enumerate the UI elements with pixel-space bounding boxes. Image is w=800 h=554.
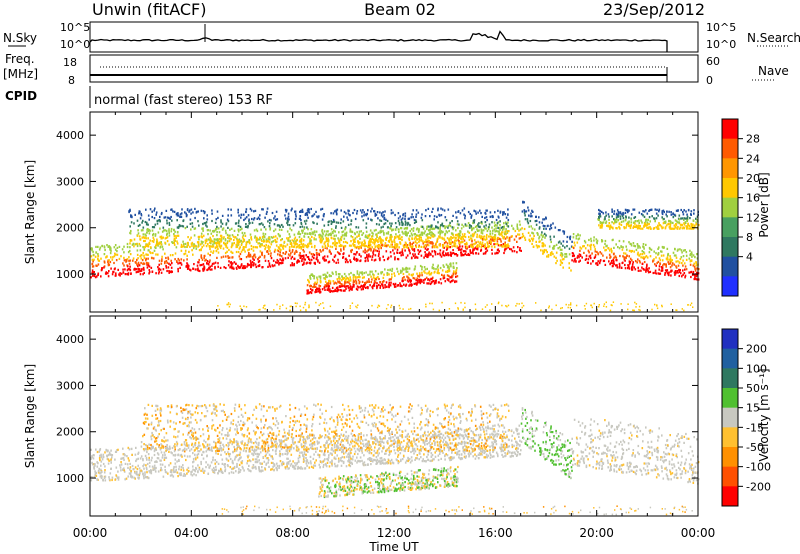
freq-tick-top: 18 [63, 56, 77, 69]
nsky-panel [89, 21, 699, 53]
colorbar-tick-cb-power-2: 20 [746, 172, 760, 185]
nave-label: Nave [758, 64, 789, 78]
colorbar-tick-cb-power-6: 4 [746, 251, 753, 264]
colorbar-tick-cb-vel-3: 15 [746, 402, 760, 415]
ytick-power-1000: 1000 [56, 268, 84, 281]
freq-label: Freq. [5, 52, 35, 66]
nsky-tick-top: 10^5 [60, 21, 90, 34]
xtick-6: 00:00 [681, 526, 716, 540]
ytick-power-4000: 4000 [56, 129, 84, 142]
freq-tick-bottom: 8 [68, 74, 75, 87]
xtick-3: 12:00 [377, 526, 412, 540]
colorbar-tick-cb-power-4: 12 [746, 211, 760, 224]
nave-tick-bottom: 0 [706, 74, 713, 87]
ytick-vel-4000: 4000 [56, 333, 84, 346]
colorbar-tick-cb-vel-1: 100 [746, 362, 767, 375]
ytick-power-2000: 2000 [56, 222, 84, 235]
power-colorbar: 28 24 20 16 12 8 4 [721, 118, 760, 297]
power-heatmap [90, 200, 700, 312]
nsky-tick-bottom: 10^0 [60, 38, 90, 51]
xtick-1: 04:00 [174, 526, 209, 540]
nsearch-label: N.Search [747, 31, 800, 45]
cpid-text: normal (fast stereo) 153 RF [94, 93, 273, 108]
beam-title: Beam 02 [364, 0, 436, 19]
ytick-power-3000: 3000 [56, 175, 84, 188]
colorbar-tick-cb-vel-7: -200 [746, 480, 771, 493]
colorbar-tick-cb-vel-6: -100 [746, 461, 771, 474]
colorbar-tick-cb-power-1: 24 [746, 152, 760, 165]
ytick-vel-3000: 3000 [56, 379, 84, 392]
colorbar-tick-cb-power-5: 8 [746, 231, 753, 244]
xtick-0: 00:00 [73, 526, 108, 540]
xtick-5: 20:00 [579, 526, 614, 540]
velocity-heatmap [90, 403, 700, 516]
colorbar-tick-cb-power-3: 16 [746, 192, 760, 205]
colorbar-tick-cb-vel-0: 200 [746, 343, 767, 356]
ylabel-power: Slant Range [km] [23, 160, 37, 264]
ytick-vel-1000: 1000 [56, 472, 84, 485]
xtick-4: 16:00 [478, 526, 513, 540]
colorbar-tick-cb-vel-4: -15 [746, 421, 764, 434]
freq-units: [MHz] [3, 67, 38, 81]
nave-tick-top: 60 [706, 55, 720, 68]
nsky-label: N.Sky [3, 31, 37, 45]
nsky-series [89, 30, 668, 52]
colorbar-tick-cb-vel-5: -50 [746, 441, 764, 454]
velocity-colorbar: 200 100 50 15 -15 -50 -100 -200 [721, 328, 771, 507]
power-panel-frame [89, 111, 699, 313]
xlabel: Time UT [368, 540, 419, 554]
xtick-2: 08:00 [275, 526, 310, 540]
freq-panel [89, 54, 699, 83]
nsky-tick-top-right: 10^5 [706, 21, 736, 34]
velocity-colorbar-label: Velocity [m s⁻¹] [757, 368, 771, 461]
colorbar-tick-cb-power-0: 28 [746, 133, 760, 146]
colorbar-tick-cb-vel-2: 50 [746, 382, 760, 395]
power-colorbar-label: Power [dB] [757, 172, 771, 237]
station-title: Unwin (fitACF) [92, 0, 206, 19]
axes: 1000 2000 3000 4000 1000 2000 3000 4000 00:00 04:… [56, 112, 715, 540]
ytick-vel-2000: 2000 [56, 426, 84, 439]
date-title: 23/Sep/2012 [603, 0, 705, 19]
cpid-label: CPID [5, 89, 37, 103]
nsky-tick-bottom-right: 10^0 [706, 38, 736, 51]
ylabel-velocity: Slant Range [km] [23, 364, 37, 468]
